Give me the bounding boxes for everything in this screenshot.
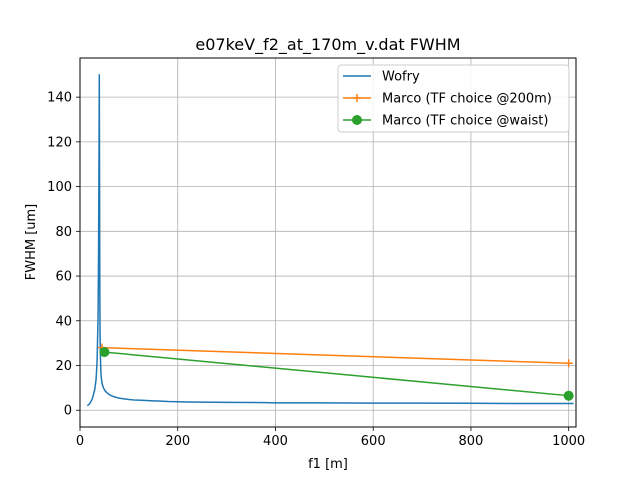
legend-label-0: Wofry	[382, 70, 420, 85]
x-axis-label: f1 [m]	[308, 457, 348, 472]
y-tick-label: 120	[47, 135, 72, 150]
legend-entry-1: Marco (TF choice @200m)	[343, 92, 552, 107]
legend-box	[337, 64, 570, 133]
legend-label-1: Marco (TF choice @200m)	[382, 92, 552, 107]
y-tick-label: 40	[55, 314, 72, 329]
x-tick-label: 200	[165, 434, 190, 449]
legend-entry-2: Marco (TF choice @waist)	[343, 114, 548, 129]
data-point-1-1	[564, 359, 573, 368]
legend-marker-2	[352, 115, 362, 125]
y-axis-label: FWHM [um]	[24, 204, 39, 281]
data-point-2-0	[99, 347, 110, 358]
series-0	[86, 74, 574, 407]
x-tick-label: 1000	[552, 434, 585, 449]
grid	[79, 58, 576, 427]
y-tick-label: 80	[55, 225, 72, 240]
legend-label-2: Marco (TF choice @waist)	[382, 114, 548, 129]
y-tick-label: 20	[55, 359, 72, 374]
x-tick-label: 800	[459, 434, 484, 449]
ticks: 0 200 400 600 800 1000 0 20 40 60 80 100 120 140	[47, 91, 585, 449]
y-tick-label: 140	[47, 91, 72, 106]
legend: Wofry Marco (TF choice @200m) Marco (TF ch…	[337, 64, 570, 133]
series-2	[99, 347, 574, 401]
legend-marker-1	[353, 94, 361, 102]
series-line-1	[101, 346, 569, 365]
x-tick-label: 0	[76, 434, 84, 449]
series-1	[97, 343, 573, 368]
y-tick-label: 60	[55, 270, 72, 285]
chart-title: e07keV_f2_at_170m_v.dat FWHM	[195, 35, 460, 55]
series-layer	[86, 74, 574, 407]
legend-entry-0: Wofry	[343, 70, 420, 85]
y-tick-label: 100	[47, 180, 72, 195]
data-point-2-1	[563, 390, 574, 401]
x-tick-label: 400	[263, 434, 288, 449]
y-tick-label: 0	[64, 404, 72, 419]
series-line-0	[86, 74, 574, 407]
x-tick-label: 600	[361, 434, 386, 449]
series-line-2	[104, 351, 569, 397]
plot-frame	[79, 57, 577, 428]
